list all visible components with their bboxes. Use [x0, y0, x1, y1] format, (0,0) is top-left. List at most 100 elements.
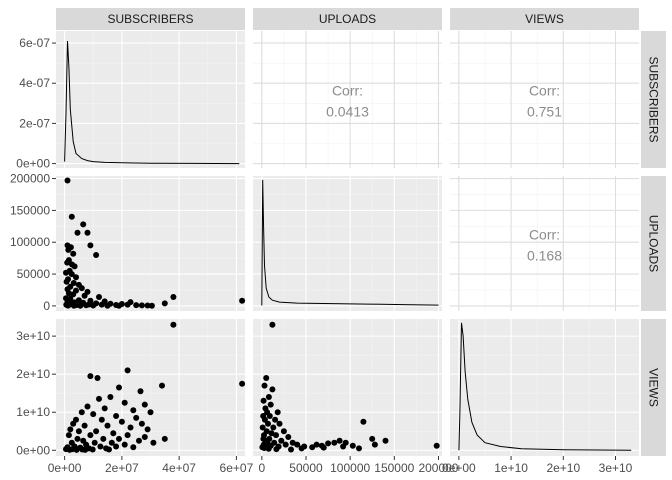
scatter-point	[84, 229, 91, 236]
scatter-point	[113, 443, 120, 450]
scatter-point	[144, 426, 151, 433]
scatter-point	[63, 278, 70, 285]
scatter-point	[89, 446, 96, 453]
x-tick-label: 200000	[418, 461, 458, 475]
scatter-point	[278, 437, 285, 444]
scatter-point	[161, 300, 168, 307]
scatter-point	[150, 439, 157, 446]
strip-row-subscribers: SUBSCRIBERS	[641, 31, 666, 168]
scatter-point	[274, 409, 281, 416]
scatter-point	[268, 430, 275, 437]
scatter-point	[259, 424, 266, 431]
panels: Corr: 0.0413 Corr: 0.751 Corr: 0.168	[56, 31, 639, 456]
strips: SUBSCRIBERS UPLOADS VIEWS SUBSCRIBERS UPLOAD…	[56, 8, 666, 456]
scatter-point	[285, 434, 292, 440]
scatter-point	[382, 437, 389, 444]
scatter-point	[64, 177, 71, 184]
scatter-point	[78, 409, 85, 416]
scatter-point	[80, 221, 87, 228]
scatter-point	[116, 384, 122, 391]
scatter-point	[261, 382, 268, 389]
panel-background	[253, 176, 442, 311]
scatter-point	[148, 302, 155, 309]
x-tick-label: 6e+07	[220, 461, 254, 475]
scatter-point	[75, 428, 82, 435]
scatter-point	[64, 259, 71, 266]
panel-background	[450, 319, 639, 456]
scatter-point	[288, 446, 294, 453]
scatter-point	[96, 395, 102, 402]
strip-background	[253, 8, 442, 30]
scatter-point	[124, 367, 131, 374]
scatter-point	[170, 294, 177, 300]
scatter-point	[280, 428, 287, 435]
scatter-point	[108, 439, 115, 446]
strip-background	[56, 8, 245, 30]
scatter-point	[272, 416, 279, 423]
strip-column-views: VIEWS	[450, 8, 639, 30]
panel-uploads-subscribers	[56, 176, 246, 311]
scatter-point	[77, 302, 84, 309]
scatter-point	[325, 440, 332, 447]
scatter-point	[159, 382, 165, 389]
correlation-value: 0.168	[527, 248, 562, 264]
panel-views-subscribers	[56, 319, 246, 456]
scatter-point	[104, 302, 111, 309]
panel-uploads-uploads	[253, 176, 442, 311]
scatter-point	[294, 441, 301, 448]
scatter-point	[265, 394, 272, 400]
scatter-point	[309, 444, 316, 451]
scatter-point	[98, 301, 105, 308]
y-tick-label: 0e+00	[16, 157, 50, 171]
strip-label: SUBSCRIBERS	[647, 56, 661, 142]
scatter-point	[71, 302, 77, 309]
panel-uploads-views: Corr: 0.168	[450, 176, 639, 311]
scatter-point	[70, 420, 77, 427]
scatter-point	[313, 441, 320, 448]
panel-background	[253, 31, 442, 168]
scatter-point	[239, 297, 246, 304]
correlation-value: 0.751	[527, 104, 562, 120]
strip-row-uploads: UPLOADS	[641, 176, 666, 311]
scatter-point	[98, 416, 105, 423]
scatter-point	[121, 441, 128, 448]
scatter-point	[110, 430, 117, 437]
scatter-point	[136, 437, 142, 444]
scatter-point	[371, 441, 378, 448]
scatter-point	[133, 302, 140, 309]
scatter-point	[265, 445, 272, 452]
scatter-point	[65, 302, 71, 309]
scatter-point	[369, 435, 376, 442]
x-tick-label: 0e+00	[48, 461, 82, 475]
scatter-point	[66, 446, 73, 453]
scatter-point	[78, 285, 85, 292]
scatter-point	[349, 442, 356, 449]
x-tick-label: 1e+10	[494, 461, 528, 475]
scatter-point	[130, 407, 137, 414]
scatter-point	[94, 375, 101, 381]
x-tick-label: 150000	[374, 461, 414, 475]
x-tick-label: 50000	[289, 461, 323, 475]
correlation-value: 0.0413	[326, 104, 369, 120]
x-tick-label: 0e+00	[442, 461, 476, 475]
correlation-label: Corr:	[332, 83, 363, 99]
scatter-point	[137, 388, 144, 395]
scatter-point	[83, 302, 90, 309]
strip-column-uploads: UPLOADS	[253, 8, 442, 30]
y-tick-label: 4e-07	[19, 76, 50, 90]
x-axis-views: 0e+00 1e+10 2e+10 3e+10	[442, 456, 633, 475]
scatter-point	[260, 397, 267, 404]
scatter-point	[273, 446, 280, 453]
scatter-point	[133, 414, 140, 421]
axes: 0e+00 2e+07 4e+07 6e+07 0 50000 100000 150000 20…	[10, 36, 633, 475]
x-tick-label: 0	[258, 461, 265, 475]
strip-label: UPLOADS	[647, 215, 661, 272]
scatter-point	[118, 418, 125, 425]
scatter-point	[74, 229, 81, 236]
scatter-point	[68, 271, 75, 278]
strip-label: SUBSCRIBERS	[107, 12, 193, 26]
panel-subscribers-subscribers	[56, 31, 245, 168]
y-tick-label: 6e-07	[19, 36, 50, 50]
scatter-point	[70, 250, 77, 257]
